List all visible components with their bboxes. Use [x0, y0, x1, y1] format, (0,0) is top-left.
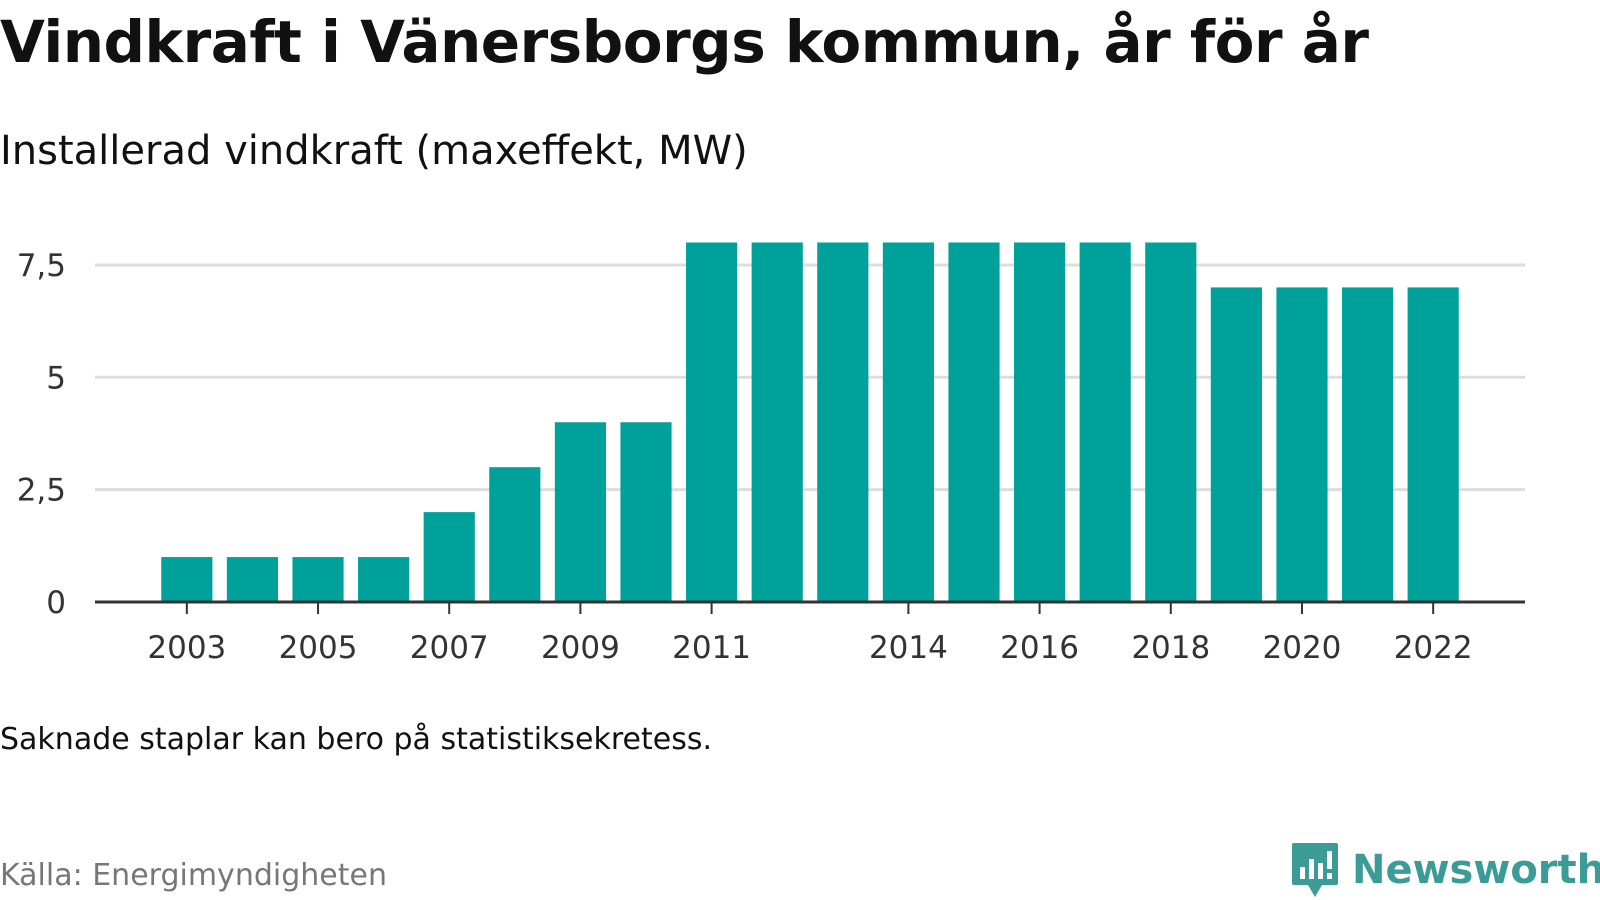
- x-tick-label: 2018: [1131, 630, 1210, 666]
- chart-title: Vindkraft i Vänersborgs kommun, år för å…: [0, 8, 1369, 76]
- bar: [882, 242, 934, 602]
- source-label: Källa: Energimyndigheten: [0, 858, 387, 893]
- bar: [1014, 242, 1066, 602]
- y-tick-label: 2,5: [17, 473, 66, 509]
- x-tick-label: 2003: [147, 630, 226, 666]
- x-tick-label: 2005: [279, 630, 358, 666]
- chart-note: Saknade staplar kan bero på statistiksek…: [0, 722, 713, 757]
- y-tick-label: 5: [46, 360, 66, 396]
- bar: [751, 242, 803, 602]
- bar: [620, 422, 672, 602]
- bar: [1079, 242, 1131, 602]
- bar: [358, 557, 410, 602]
- bar: [554, 422, 606, 602]
- brand-name: Newsworthy: [1352, 847, 1600, 893]
- x-tick-label: 2016: [1000, 630, 1079, 666]
- bar: [423, 512, 475, 602]
- bar: [226, 557, 279, 602]
- x-tick-label: 2009: [541, 630, 620, 666]
- x-tick-label: 2020: [1263, 630, 1342, 666]
- x-tick-label: 2011: [672, 630, 751, 666]
- bar: [817, 242, 869, 602]
- bar: [292, 557, 344, 602]
- x-tick-label: 2014: [869, 630, 948, 666]
- bar: [948, 242, 1000, 602]
- brand-logo[interactable]: Newsworthy: [1290, 840, 1600, 900]
- bar: [1407, 287, 1459, 602]
- y-tick-label: 0: [46, 585, 66, 621]
- chart-subtitle: Installerad vindkraft (maxeffekt, MW): [0, 128, 748, 174]
- bar: [161, 557, 213, 602]
- bar-chart: 0 2,5 5 7,5 2003 2005 2007 2009 2011 2014 2016 2018…: [17, 242, 1525, 666]
- bar: [1145, 242, 1197, 602]
- bar: [1341, 287, 1394, 602]
- y-tick-label: 7,5: [17, 248, 66, 284]
- x-tick-label: 2022: [1394, 630, 1473, 666]
- bar: [489, 467, 541, 602]
- x-tick-label: 2007: [410, 630, 489, 666]
- bar: [1276, 287, 1328, 602]
- bar: [686, 242, 738, 602]
- bar: [1210, 287, 1262, 602]
- newsworthy-logo-icon: [1292, 843, 1338, 897]
